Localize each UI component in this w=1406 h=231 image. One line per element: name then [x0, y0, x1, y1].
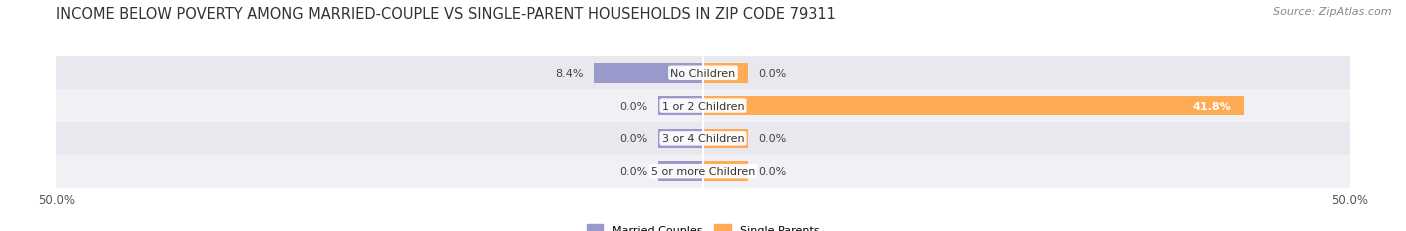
Bar [658, 129, 703, 149]
Text: 0.0%: 0.0% [619, 134, 647, 144]
Bar [703, 129, 748, 149]
Text: Source: ZipAtlas.com: Source: ZipAtlas.com [1274, 7, 1392, 17]
Bar [56, 57, 1350, 90]
Bar [703, 162, 748, 181]
Text: 8.4%: 8.4% [555, 68, 583, 78]
Text: No Children: No Children [671, 68, 735, 78]
Text: 0.0%: 0.0% [619, 167, 647, 176]
Legend: Married Couples, Single Parents: Married Couples, Single Parents [586, 225, 820, 231]
Text: 1 or 2 Children: 1 or 2 Children [662, 101, 744, 111]
Bar [56, 90, 1350, 122]
Bar [56, 122, 1350, 155]
Bar [703, 64, 748, 83]
Bar [703, 96, 1244, 116]
Text: 5 or more Children: 5 or more Children [651, 167, 755, 176]
Text: INCOME BELOW POVERTY AMONG MARRIED-COUPLE VS SINGLE-PARENT HOUSEHOLDS IN ZIP COD: INCOME BELOW POVERTY AMONG MARRIED-COUPL… [56, 7, 837, 22]
Bar [658, 96, 703, 116]
Text: 41.8%: 41.8% [1192, 101, 1230, 111]
Text: 3 or 4 Children: 3 or 4 Children [662, 134, 744, 144]
Text: 0.0%: 0.0% [759, 68, 787, 78]
Text: 0.0%: 0.0% [619, 101, 647, 111]
Bar [56, 155, 1350, 188]
Text: 0.0%: 0.0% [759, 167, 787, 176]
Bar [658, 162, 703, 181]
Text: 0.0%: 0.0% [759, 134, 787, 144]
Bar [595, 64, 703, 83]
